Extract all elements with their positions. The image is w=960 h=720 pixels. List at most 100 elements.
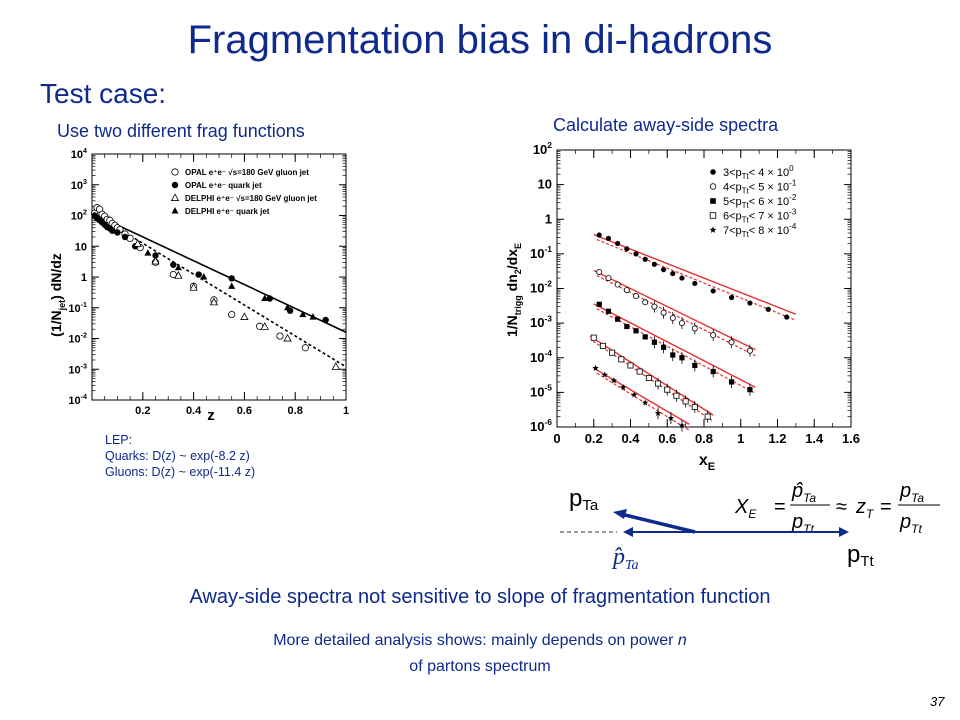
data-point-filled-circle xyxy=(679,275,685,281)
quark-fit-line xyxy=(96,214,347,333)
legend-label: OPAL e⁺e⁻ quark jet xyxy=(185,181,262,190)
pta-vector xyxy=(620,512,696,534)
data-point-open-circle xyxy=(728,339,735,346)
y-tick-label: 1 xyxy=(81,272,87,284)
momentum-diagram: pTa pTt p̂Ta xyxy=(560,485,875,573)
away-side-spectra-chart: 10-6 10-5 10-4 10-3 10-2 10-1 1 10 102 0 0.2 0.4 0.6… xyxy=(504,140,860,470)
legend-marker-filled-square xyxy=(710,198,716,204)
data-point-open-triangle xyxy=(209,297,219,306)
data-point-filled-circle xyxy=(596,232,602,238)
legend-label: DELPHI e⁺e⁻ quark jet xyxy=(185,207,270,216)
ptt-label: pTt xyxy=(847,541,875,570)
data-point-open-circle xyxy=(660,309,667,316)
x-tick-label: 1.2 xyxy=(768,431,786,446)
legend-marker-open-square xyxy=(709,212,717,219)
y-tick-label: 102 xyxy=(533,140,552,157)
xe-formula: XE = p̂Ta pTt ≈ zT = pTa pTt xyxy=(734,480,940,536)
data-point-open-circle xyxy=(710,332,717,339)
data-point-open-square xyxy=(645,375,652,382)
data-point-filled-circle xyxy=(651,261,657,267)
data-point-filled-square xyxy=(670,352,676,358)
data-point-open-circle xyxy=(276,332,284,340)
data-point-open-circle xyxy=(596,268,603,275)
x-tick-label: 0 xyxy=(553,431,560,446)
legend-marker-star xyxy=(709,226,717,233)
formula-eq-2: = xyxy=(880,496,892,518)
data-point-filled-circle xyxy=(624,246,630,252)
y-tick-label: 10-2 xyxy=(530,279,552,296)
data-point-star xyxy=(678,422,686,429)
data-point-open-circle xyxy=(633,293,640,300)
y-tick-label: 10-4 xyxy=(68,393,87,407)
data-point-open-circle xyxy=(642,299,649,306)
fit-line-solid xyxy=(593,233,797,315)
pta-label: pTa xyxy=(569,485,599,514)
formula-zt: zT xyxy=(855,496,875,521)
y-tick-label: 10-6 xyxy=(530,417,552,434)
legend-marker-filled-triangle xyxy=(171,207,179,214)
data-point-filled-square xyxy=(615,316,621,322)
data-point-filled-circle xyxy=(114,229,121,236)
right-caption: Calculate away-side spectra xyxy=(553,115,779,135)
x-tick-label: 0.2 xyxy=(135,405,150,417)
data-point-open-square xyxy=(673,392,680,399)
data-point-open-circle xyxy=(746,347,753,354)
x-tick-label: 0.8 xyxy=(288,405,303,417)
legend-label: DELPHI e⁺e⁻ √s=180 GeV gluon jet xyxy=(185,194,317,203)
data-point-filled-circle xyxy=(322,316,329,324)
legend-marker-open-circle xyxy=(171,168,179,176)
data-point-star xyxy=(601,371,608,378)
y-tick-label: 10-2 xyxy=(68,332,87,346)
data-point-filled-circle xyxy=(605,235,612,241)
data-point-open-triangle xyxy=(331,362,341,370)
x-tick-label: 0.2 xyxy=(585,431,603,446)
data-point-open-circle xyxy=(691,325,698,332)
x-axis-label: xE xyxy=(699,452,715,470)
x-tick-label: 0.4 xyxy=(186,405,202,417)
legend-label: 7<pTt< 8 × 10-4 xyxy=(723,222,797,239)
data-point-filled-circle xyxy=(747,300,753,306)
data-point-filled-triangle xyxy=(200,273,208,280)
page-title: Fragmentation bias in di-hadrons xyxy=(187,18,773,62)
legend-label: 6<pTt< 7 × 10-3 xyxy=(723,208,797,225)
data-point-star xyxy=(641,399,649,406)
data-point-open-square xyxy=(636,368,643,375)
data-point-filled-circle xyxy=(170,261,177,268)
data-point-open-circle xyxy=(669,315,676,322)
formula-xe: XE xyxy=(734,496,757,521)
data-point-filled-circle xyxy=(642,256,648,262)
data-point-filled-circle xyxy=(195,271,202,278)
formula-frac1-den: pTt xyxy=(791,511,814,536)
y-tick-label: 10-4 xyxy=(530,348,552,365)
y-tick-label: 10-3 xyxy=(530,313,552,330)
data-point-open-triangle xyxy=(240,312,249,320)
data-point-filled-square xyxy=(651,339,657,345)
plot-frame xyxy=(556,149,852,428)
data-point-filled-circle xyxy=(615,240,621,247)
data-point-filled-square xyxy=(679,355,685,361)
formula-frac1-num: p̂Ta xyxy=(791,480,816,505)
y-axis-label: (1/Njet) dN/dz xyxy=(48,253,67,337)
data-point-filled-circle xyxy=(660,267,667,273)
data-point-filled-triangle xyxy=(284,303,292,311)
legend-label: 5<pTt< 6 × 10-2 xyxy=(723,193,797,210)
data-point-filled-square xyxy=(642,334,648,340)
detail-var-n: n xyxy=(677,632,687,649)
data-point-open-square xyxy=(627,362,634,369)
data-point-open-circle xyxy=(614,281,621,288)
phat-label: p̂Ta xyxy=(611,544,639,573)
data-point-open-square xyxy=(704,413,711,420)
data-point-filled-triangle xyxy=(299,310,307,318)
detail-line1: More detailed analysis shows: mainly dep… xyxy=(273,632,678,649)
data-point-open-circle xyxy=(651,303,658,310)
data-point-filled-triangle xyxy=(261,294,269,302)
legend-label: 3<pTt< 4 × 100 xyxy=(723,164,794,181)
data-point-filled-circle xyxy=(228,275,235,282)
lep-gluons: Gluons: D(z) ~ exp(-11.4 z) xyxy=(105,465,256,479)
data-point-open-triangle xyxy=(189,282,198,291)
subtitle: Test case: xyxy=(40,78,167,109)
fit-line-dashed xyxy=(596,239,797,321)
data-point-star xyxy=(610,377,618,384)
pta-arrowhead xyxy=(613,509,627,519)
data-point-filled-triangle xyxy=(144,249,152,256)
